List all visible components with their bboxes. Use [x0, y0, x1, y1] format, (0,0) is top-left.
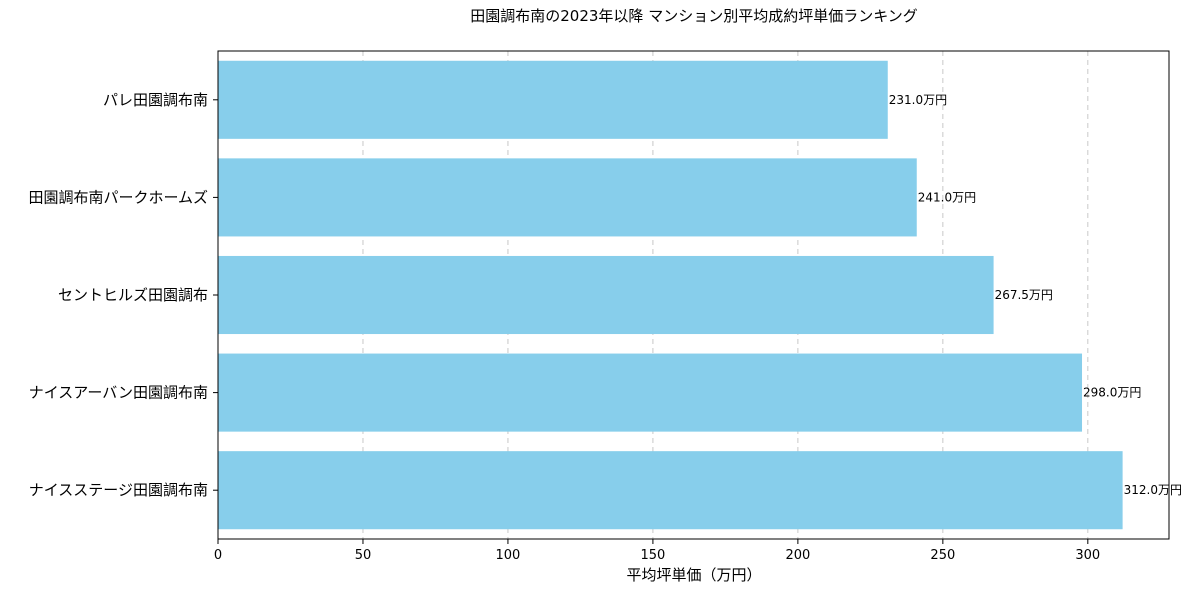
x-tick-label: 100: [496, 548, 521, 563]
y-tick-label: ナイスステージ田園調布南: [29, 481, 208, 499]
x-tick-label: 150: [640, 548, 665, 563]
chart-title: 田園調布南の2023年以降 マンション別平均成約坪単価ランキング: [470, 7, 918, 25]
data-label: 267.5万円: [995, 288, 1053, 302]
bar: [218, 451, 1123, 530]
x-axis-label: 平均坪単価（万円）: [626, 566, 761, 584]
x-tick-label: 250: [930, 548, 955, 563]
bar: [218, 60, 888, 139]
bars: [218, 60, 1123, 530]
bar: [218, 353, 1083, 432]
y-tick-label: セントヒルズ田園調布: [58, 286, 208, 304]
x-tick-label: 300: [1075, 548, 1100, 563]
data-labels: 231.0万円 241.0万円 267.5万円 298.0万円 312.0万円: [889, 93, 1182, 497]
x-tick-label: 200: [785, 548, 810, 563]
bar: [218, 255, 994, 335]
x-tick-label: 50: [355, 548, 372, 563]
y-axis: パレ田園調布南田園調布南パークホームズセントヒルズ田園調布ナイスアーバン田園調布…: [28, 91, 218, 499]
bar: [218, 158, 917, 237]
data-label: 298.0万円: [1083, 386, 1141, 400]
x-tick-label: 0: [214, 548, 222, 563]
x-axis: 0 50 100 150 200 250 300: [214, 539, 1100, 563]
data-label: 312.0万円: [1124, 483, 1182, 497]
y-tick-label: ナイスアーバン田園調布南: [29, 384, 208, 402]
data-label: 241.0万円: [918, 190, 976, 204]
y-tick-label: パレ田園調布南: [103, 91, 208, 109]
data-label: 231.0万円: [889, 93, 947, 107]
y-tick-label: 田園調布南パークホームズ: [28, 188, 208, 206]
